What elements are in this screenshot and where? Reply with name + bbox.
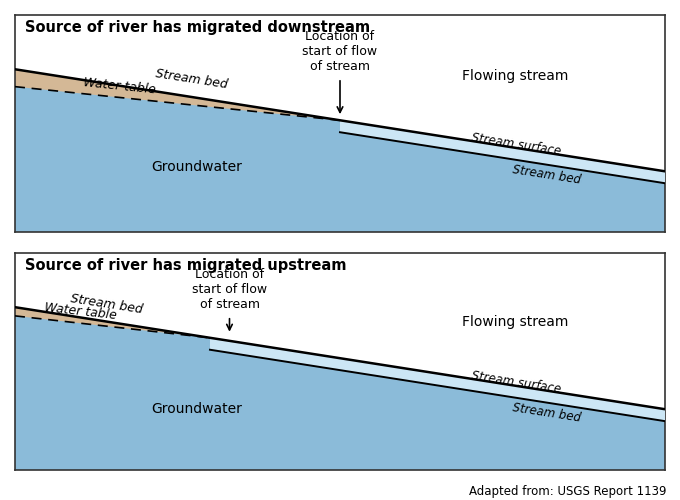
Text: Groundwater: Groundwater <box>152 160 243 174</box>
Text: Groundwater: Groundwater <box>152 402 243 416</box>
Text: Water table: Water table <box>44 302 118 322</box>
Text: Source of river has migrated downstream: Source of river has migrated downstream <box>24 20 370 36</box>
Text: Flowing stream: Flowing stream <box>462 316 568 330</box>
Polygon shape <box>15 307 210 338</box>
Text: Source of river has migrated upstream: Source of river has migrated upstream <box>24 258 346 274</box>
Text: Water table: Water table <box>83 76 156 96</box>
Text: Stream bed: Stream bed <box>512 163 582 186</box>
Text: Flowing stream: Flowing stream <box>462 69 568 83</box>
Text: Adapted from: USGS Report 1139: Adapted from: USGS Report 1139 <box>469 484 666 498</box>
Polygon shape <box>340 120 665 183</box>
Polygon shape <box>15 307 665 470</box>
Text: Stream surface: Stream surface <box>471 368 562 396</box>
Text: Stream surface: Stream surface <box>471 130 562 158</box>
Polygon shape <box>210 338 665 421</box>
Text: Location of
start of flow
of stream: Location of start of flow of stream <box>303 30 377 73</box>
Text: Location of
start of flow
of stream: Location of start of flow of stream <box>192 268 267 311</box>
Text: Stream bed: Stream bed <box>154 68 228 92</box>
Polygon shape <box>15 70 665 232</box>
Text: Stream bed: Stream bed <box>512 400 582 424</box>
Polygon shape <box>15 70 340 120</box>
Text: Stream bed: Stream bed <box>70 292 144 316</box>
